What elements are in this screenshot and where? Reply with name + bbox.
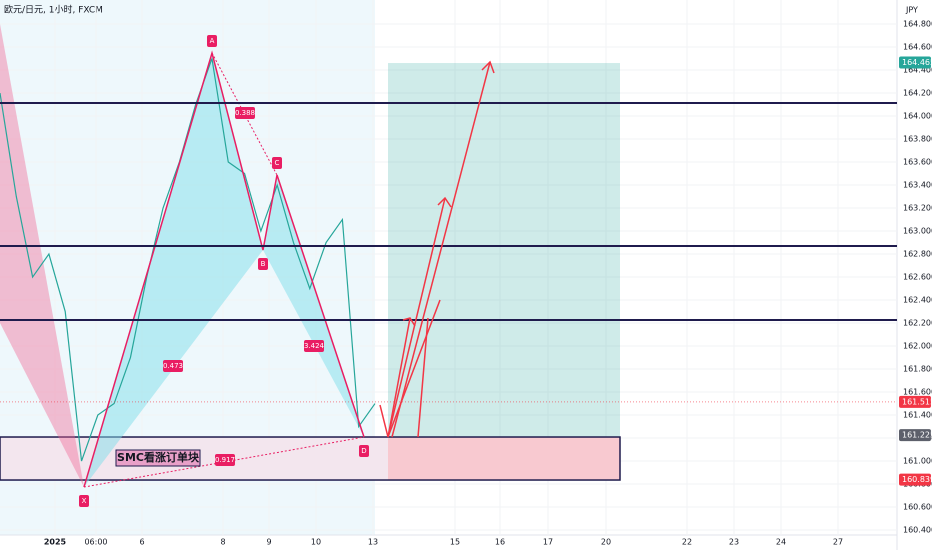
y-tick-label: 161.000 xyxy=(903,457,932,466)
y-tick-label: 161.600 xyxy=(903,388,932,397)
x-tick-label: 17 xyxy=(543,538,553,547)
price-label-bg xyxy=(899,473,931,486)
x-tick-label: 8 xyxy=(220,538,225,547)
price-label: 161.515 xyxy=(902,397,932,406)
y-tick-label: 164.800 xyxy=(903,20,932,29)
y-tick-label: 163.000 xyxy=(903,227,932,236)
x-tick-label: 9 xyxy=(266,538,271,547)
price-label-bg xyxy=(899,429,931,442)
pattern-point-label: B xyxy=(261,260,266,268)
x-tick-label: 16 xyxy=(495,538,505,547)
projection-arrow xyxy=(481,60,495,74)
y-tick-label: 162.400 xyxy=(903,296,932,305)
ob-label-bg xyxy=(115,449,201,467)
ratio-label: 3.424 xyxy=(304,342,325,350)
pattern-point-badge xyxy=(207,35,217,48)
pattern-point-label: X xyxy=(82,497,87,505)
y-tick-label: 163.800 xyxy=(903,135,932,144)
left-leg-fill xyxy=(0,24,84,488)
y-tick-label: 162.600 xyxy=(903,273,932,282)
order-block-border xyxy=(0,436,621,481)
y-tick-label: 164.600 xyxy=(903,43,932,52)
x-tick-label: 06:00 xyxy=(84,538,107,547)
x-tick-label: 2025 xyxy=(44,538,67,547)
price-label: 160.839 xyxy=(902,475,932,484)
pattern-point-badge xyxy=(359,445,369,458)
pattern-point-badge xyxy=(258,258,268,271)
y-tick-label: 164.200 xyxy=(903,89,932,98)
x-tick-label: 6 xyxy=(139,538,144,547)
pattern-point-label: A xyxy=(210,37,215,45)
order-block-label: SMC看涨订单块 xyxy=(117,450,200,464)
chart-title: 欧元/日元, 1小时, FXCM xyxy=(4,4,103,16)
projection-arrow xyxy=(437,196,452,208)
xab-fill xyxy=(84,53,263,488)
price-label-bg xyxy=(899,395,931,408)
x-tick-label: 22 xyxy=(682,538,692,547)
y-tick-label: 163.600 xyxy=(903,158,932,167)
target-zone xyxy=(388,63,620,438)
ratio-badge xyxy=(215,454,235,466)
projection-arrow xyxy=(387,299,441,438)
y-axis-label: JPY xyxy=(905,6,918,15)
pattern-point-label: C xyxy=(275,159,280,167)
pattern-point-label: D xyxy=(361,447,366,455)
y-tick-label: 161.400 xyxy=(903,411,932,420)
pattern-point-badge xyxy=(79,495,89,508)
y-tick-label: 163.400 xyxy=(903,181,932,190)
y-tick-label: 160.400 xyxy=(903,526,932,535)
y-tick-label: 162.800 xyxy=(903,250,932,259)
ratio-label: 0.917 xyxy=(215,456,235,464)
projection-arrow xyxy=(391,61,491,438)
y-tick-label: 164.000 xyxy=(903,112,932,121)
projection-arrow xyxy=(402,317,416,327)
x-tick-label: 15 xyxy=(450,538,460,547)
ratio-label: 0.388 xyxy=(235,109,255,117)
projection-arrow xyxy=(387,197,446,438)
y-tick-label: 164.400 xyxy=(903,66,932,75)
x-tick-label: 23 xyxy=(729,538,739,547)
y-tick-label: 162.000 xyxy=(903,342,932,351)
order-block-right xyxy=(388,437,620,481)
y-tick-label: 161.800 xyxy=(903,365,932,374)
y-tick-label: 163.200 xyxy=(903,204,932,213)
x-tick-label: 20 xyxy=(601,538,611,547)
y-tick-label: 160.600 xyxy=(903,503,932,512)
dotted xyxy=(83,436,365,488)
price-label: 161.225 xyxy=(902,431,932,440)
pattern-line xyxy=(83,50,365,488)
x-tick-label: 24 xyxy=(776,538,786,547)
x-tick-label: 13 xyxy=(368,538,378,547)
price-label: 164.465 xyxy=(902,58,932,67)
ratio-badge xyxy=(163,360,183,372)
x-tick-label: 27 xyxy=(833,538,843,547)
price-label-bg xyxy=(899,56,931,69)
ratio-label: 0.473 xyxy=(163,362,183,370)
bcd-fill xyxy=(263,175,364,438)
ratio-badge xyxy=(235,107,255,119)
x-tick-label: 10 xyxy=(311,538,321,547)
pattern-point-badge xyxy=(272,157,282,170)
y-tick-label: 162.200 xyxy=(903,319,932,328)
ratio-badge xyxy=(304,340,324,352)
